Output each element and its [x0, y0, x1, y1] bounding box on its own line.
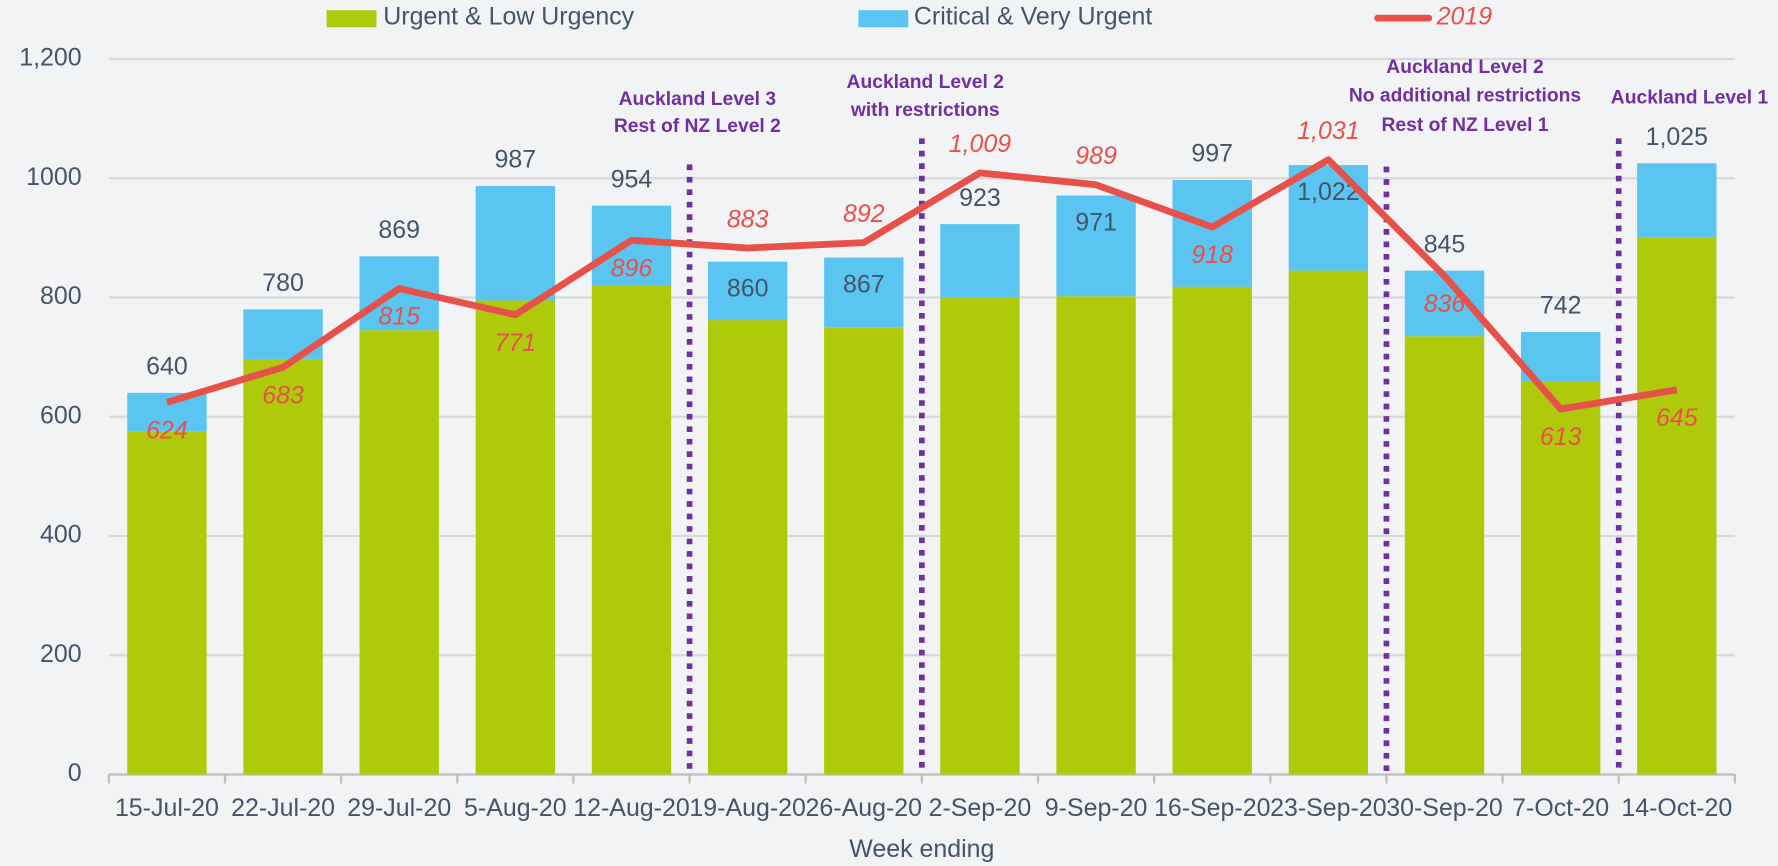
x-tick-label: 16-Sep-20 — [1154, 794, 1270, 822]
bar-segment — [707, 320, 788, 775]
annotation: with restrictions — [850, 100, 1000, 121]
bar-segment — [1520, 380, 1601, 775]
line-value-label: 1,009 — [949, 130, 1012, 158]
bar-segment — [475, 185, 556, 301]
y-tick-label: 800 — [40, 282, 82, 310]
total-label: 869 — [378, 216, 420, 244]
line-value-label: 836 — [1424, 290, 1466, 318]
legend-label: 2019 — [1436, 3, 1493, 31]
line-value-label: 989 — [1075, 142, 1117, 170]
bar-segment — [1056, 296, 1136, 775]
y-tick-label: 400 — [40, 521, 82, 549]
x-axis-title: Week ending — [849, 835, 994, 863]
total-label: 860 — [727, 275, 769, 303]
bar-segment — [243, 358, 323, 775]
bar-segment — [707, 261, 788, 321]
legend-swatch — [858, 10, 909, 28]
bar-segment — [1637, 163, 1717, 238]
annotation: No additional restrictions — [1349, 85, 1581, 106]
x-tick-label: 22-Jul-20 — [231, 794, 335, 822]
line-value-label: 683 — [262, 381, 304, 409]
legend-swatch — [326, 10, 377, 28]
bar-segment — [475, 300, 556, 775]
legend-label: Critical & Very Urgent — [914, 3, 1152, 31]
line-value-label: 892 — [843, 200, 885, 228]
bar-segment — [127, 431, 207, 775]
annotation: Auckland Level 3 — [619, 89, 777, 110]
x-tick-label: 5-Aug-20 — [464, 794, 567, 822]
line-value-label: 815 — [378, 303, 420, 331]
line-value-label: 771 — [495, 329, 537, 357]
x-tick-label: 14-Oct-20 — [1621, 794, 1732, 822]
bar-segment — [591, 285, 672, 775]
x-tick-label: 7-Oct-20 — [1512, 794, 1609, 822]
bar-segment — [940, 297, 1020, 775]
bar-segment — [1056, 195, 1136, 297]
annotation: Auckland Level 2 — [847, 72, 1004, 93]
total-label: 780 — [262, 269, 304, 297]
annotation: Rest of NZ Level 2 — [614, 116, 781, 137]
legend-label: Urgent & Low Urgency — [383, 3, 634, 31]
x-tick-label: 2-Sep-20 — [929, 794, 1032, 822]
line-value-label: 1,031 — [1297, 117, 1359, 145]
total-label: 867 — [843, 270, 885, 298]
annotation: Auckland Level 1 — [1611, 88, 1769, 109]
total-label: 845 — [1424, 230, 1466, 258]
y-tick-label: 1,200 — [19, 44, 81, 72]
y-tick-label: 1000 — [26, 163, 81, 191]
x-tick-label: 26-Aug-20 — [806, 794, 922, 822]
bar-segment — [359, 330, 439, 775]
x-tick-label: 29-Jul-20 — [347, 794, 451, 822]
x-tick-label: 30-Sep-20 — [1386, 794, 1502, 822]
total-label: 742 — [1540, 292, 1582, 320]
total-label: 923 — [959, 184, 1001, 212]
y-tick-label: 600 — [40, 401, 82, 429]
line-value-label: 896 — [611, 254, 653, 282]
annotation: Rest of NZ Level 1 — [1381, 115, 1548, 136]
annotation: Auckland Level 2 — [1386, 57, 1543, 78]
y-tick-label: 200 — [40, 640, 82, 668]
bar-segment — [824, 257, 904, 328]
total-label: 997 — [1191, 140, 1233, 168]
bar-segment — [1172, 286, 1252, 775]
bar-segment — [1520, 332, 1601, 381]
line-2019 — [165, 156, 1678, 413]
x-tick-label: 12-Aug-20 — [573, 794, 689, 822]
line-value-label: 613 — [1540, 423, 1582, 451]
bar-segment — [824, 327, 904, 775]
total-label: 640 — [146, 353, 188, 381]
x-tick-label: 19-Aug-20 — [689, 794, 805, 822]
line-value-label: 624 — [146, 416, 188, 444]
x-tick-label: 23-Sep-20 — [1270, 794, 1386, 822]
bar-segment — [591, 205, 672, 286]
bar-segment — [1637, 237, 1717, 775]
x-tick-label: 9-Sep-20 — [1045, 794, 1148, 822]
y-tick-label: 0 — [68, 759, 82, 787]
total-label: 954 — [611, 165, 653, 193]
bar-segment — [1288, 270, 1369, 775]
bar-segment — [1172, 180, 1252, 287]
x-tick-label: 15-Jul-20 — [115, 794, 219, 822]
plot: Week ending 0 200 400 600 800 1000 1,200 15-Jul… — [19, 3, 1768, 863]
total-label: 987 — [495, 146, 537, 174]
bar-segment — [1404, 336, 1485, 775]
line-value-label: 883 — [727, 205, 769, 233]
line-value-label: 645 — [1656, 404, 1698, 432]
bar-segment — [940, 224, 1020, 298]
line-value-label: 918 — [1191, 241, 1233, 269]
total-label: 971 — [1075, 208, 1117, 236]
total-label: 1,025 — [1646, 123, 1708, 151]
